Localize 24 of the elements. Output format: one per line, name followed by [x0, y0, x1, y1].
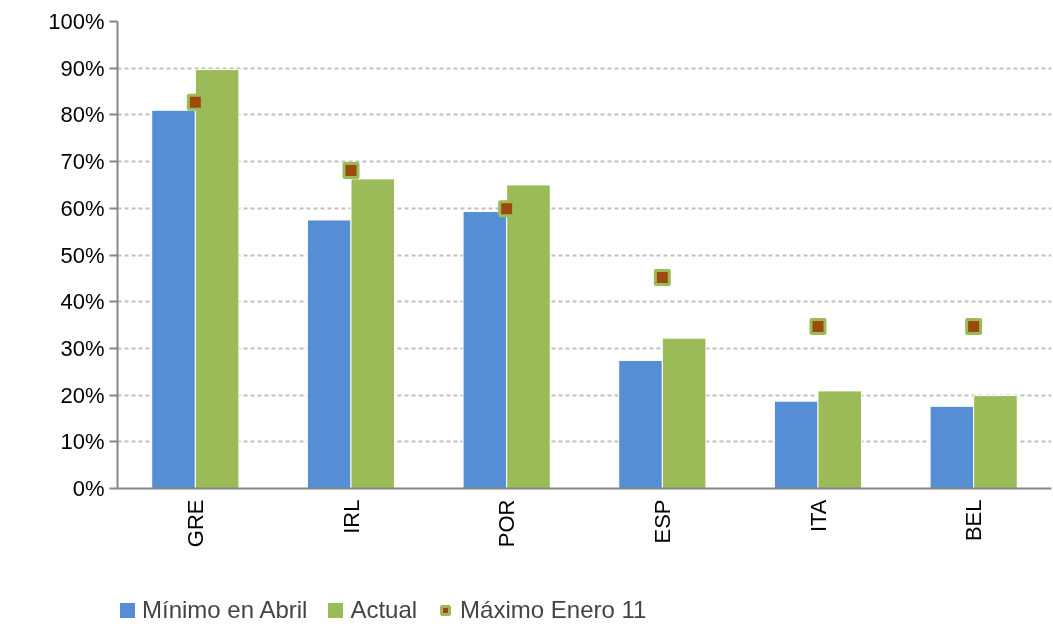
y-tick-label: 60% — [60, 195, 105, 221]
y-tick-label: 90% — [60, 55, 105, 81]
x-tick-label: ITA — [805, 499, 831, 533]
point — [653, 268, 671, 286]
x-tick-label: IRL — [338, 499, 364, 534]
y-tick-label: 80% — [60, 102, 105, 128]
point — [342, 161, 360, 179]
y-tick-label: 100% — [48, 9, 105, 34]
x-tick-label: BEL — [961, 499, 987, 542]
x-tick-label: ESP — [649, 499, 675, 544]
legend-label: Actual — [350, 596, 418, 624]
y-tick-label: 40% — [60, 289, 105, 315]
y-tick-label: 20% — [60, 382, 105, 408]
y-tick-label: 70% — [60, 149, 105, 175]
y-tick-label: 0% — [72, 476, 105, 501]
y-tick-label: 50% — [60, 242, 105, 268]
x-tick-label: POR — [494, 499, 520, 548]
x-tick-label: GRE — [182, 499, 208, 548]
legend-label: Mínimo en Abril — [142, 596, 308, 624]
point — [965, 317, 983, 335]
y-tick-label: 10% — [60, 429, 105, 455]
legend-label: Máximo Enero 11 — [460, 596, 647, 624]
y-tick-label: 30% — [60, 335, 105, 361]
point — [809, 317, 827, 335]
